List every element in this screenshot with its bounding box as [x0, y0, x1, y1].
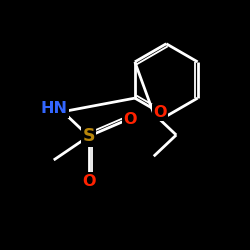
Text: O: O: [123, 112, 137, 128]
Text: HN: HN: [40, 101, 67, 116]
Text: O: O: [153, 105, 167, 120]
Text: S: S: [82, 127, 95, 145]
Text: O: O: [82, 174, 96, 189]
